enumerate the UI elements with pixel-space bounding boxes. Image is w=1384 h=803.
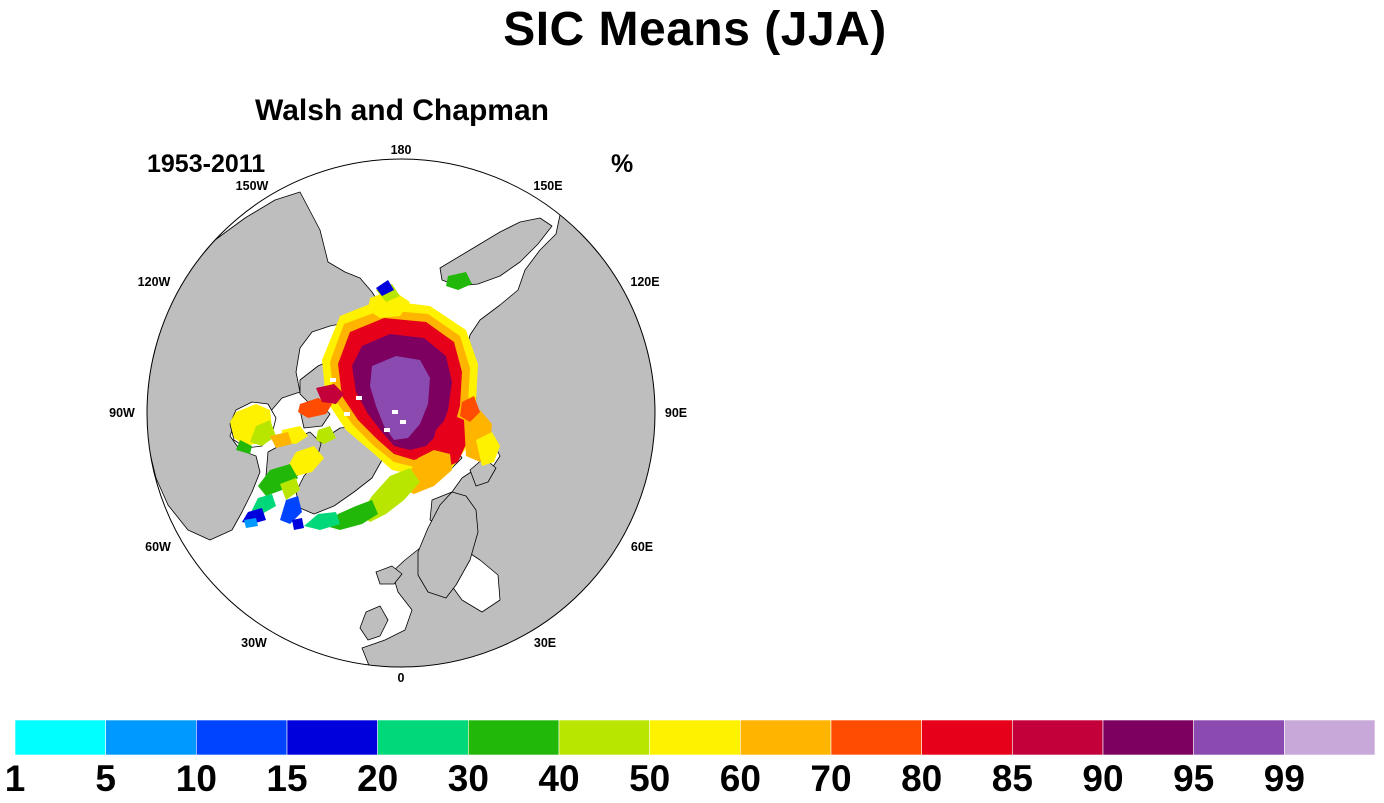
sea-ice-field — [230, 272, 500, 530]
ice-patch — [446, 272, 472, 290]
land-mask-speck — [344, 412, 350, 416]
land-mask-speck — [384, 428, 390, 432]
colorbar-tick-label: 99 — [1263, 758, 1305, 799]
map-boundary — [146, 158, 656, 668]
land-mask-speck — [356, 396, 362, 400]
lon-label-180: 180 — [390, 143, 412, 157]
lon-label-120w: 120W — [137, 275, 171, 289]
ice-patch — [298, 398, 332, 418]
land-mask-speck — [330, 378, 336, 382]
ice-patch — [258, 464, 298, 496]
lon-label-30e: 30E — [533, 636, 557, 650]
lon-label-120e: 120E — [630, 275, 660, 289]
ice-patch — [292, 518, 304, 530]
ice-patch — [250, 420, 276, 446]
ice-patch — [270, 432, 292, 448]
ice-patch — [236, 440, 252, 454]
lon-label-0: 0 — [397, 671, 405, 685]
ice-patch — [368, 290, 410, 318]
lon-label-90w: 90W — [109, 406, 135, 420]
lon-label-150w: 150W — [235, 179, 269, 193]
land-mask-speck — [400, 420, 406, 424]
colorbar-tick-label: 15 — [266, 758, 308, 799]
ice-patch — [244, 518, 258, 528]
colorbar-tick-label: 80 — [901, 758, 943, 799]
ice-patch — [376, 280, 394, 296]
lon-label-150e: 150E — [533, 179, 563, 193]
lon-label-90e: 90E — [664, 406, 688, 420]
colorbar-tick-label: 85 — [991, 758, 1033, 799]
ice-patch — [476, 432, 500, 466]
colorbar-tick-label: 30 — [447, 758, 489, 799]
colorbar-tick-label: 20 — [357, 758, 399, 799]
colorbar-tick-label: 40 — [538, 758, 580, 799]
colorbar-tick-label: 50 — [629, 758, 671, 799]
ice-patch — [316, 384, 344, 404]
period-label: 1953-2011 — [147, 150, 266, 178]
land-mask-speck — [392, 410, 398, 414]
main-title: SIC Means (JJA) — [503, 3, 887, 56]
panel-subtitle: Walsh and Chapman — [255, 94, 549, 127]
scandinavia-land — [417, 491, 479, 599]
colorbar-tick-label: 95 — [1173, 758, 1215, 799]
units-label: % — [611, 150, 634, 178]
ice-patch — [288, 446, 324, 476]
ice-patch — [304, 512, 340, 530]
lon-label-30w: 30W — [241, 636, 267, 650]
ice-patch — [460, 396, 480, 422]
colorbar-tick-label: 10 — [175, 758, 217, 799]
ice-patch — [370, 356, 430, 440]
ice-patch — [280, 496, 302, 524]
colorbar-tick-label: 60 — [719, 758, 761, 799]
lon-label-60e: 60E — [630, 540, 654, 554]
lon-label-60w: 60W — [145, 540, 171, 554]
colorbar-tick-label: 70 — [810, 758, 852, 799]
colorbar-tick-label: 90 — [1082, 758, 1124, 799]
colorbar-tick-label: 5 — [95, 758, 116, 799]
uk-land — [359, 605, 389, 641]
ice-patch — [316, 426, 336, 444]
colorbar-tick-label: 1 — [4, 758, 26, 799]
ice-patch — [280, 478, 300, 500]
iceland-land — [375, 565, 403, 585]
